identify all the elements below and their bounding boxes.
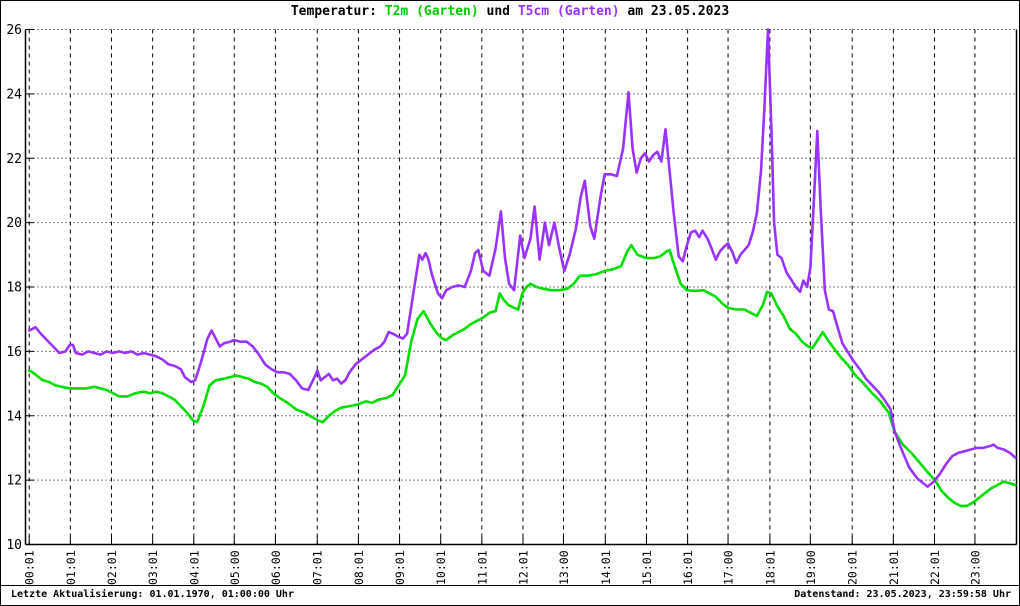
x-axis-label: 10:01 xyxy=(434,550,448,585)
x-axis-label: 21:01 xyxy=(887,550,901,585)
x-axis-label: 23:00 xyxy=(968,550,982,585)
x-axis-label: 08:01 xyxy=(352,550,366,585)
y-axis-label: 24 xyxy=(6,87,22,102)
y-axis-label: 20 xyxy=(6,216,22,231)
chart-title: Temperatur: T2m (Garten) und T5cm (Garte… xyxy=(1,4,1019,19)
x-axis-label: 20:01 xyxy=(846,550,860,585)
y-axis-label: 10 xyxy=(6,538,22,553)
x-axis-label: 06:00 xyxy=(269,550,283,585)
y-axis-label: 26 xyxy=(6,23,22,38)
x-axis-label: 18:01 xyxy=(763,550,777,585)
x-axis-label: 01:01 xyxy=(64,550,78,585)
x-axis-label: 22:01 xyxy=(928,550,942,585)
x-axis-label: 00:01 xyxy=(23,550,37,585)
x-axis-label: 19:00 xyxy=(804,550,818,585)
title-series-t5cm: T5cm (Garten) xyxy=(517,4,620,19)
x-axis-label: 04:01 xyxy=(187,550,201,585)
x-axis-label: 17:00 xyxy=(722,550,736,585)
series-line-t2m xyxy=(27,243,1017,508)
series-line-t5cm xyxy=(27,28,1017,488)
title-suffix: am 23.05.2023 xyxy=(619,4,730,19)
x-axis-label: 09:01 xyxy=(393,550,407,585)
data-timestamp-text: Datenstand: 23.05.2023, 23:59:58 Uhr xyxy=(794,589,1011,600)
x-axis-label: 15:01 xyxy=(640,550,654,585)
x-axis-label: 07:01 xyxy=(311,550,325,585)
status-bar: Letzte Aktualisierung: 01.01.1970, 01:00… xyxy=(1,585,1019,605)
x-axis-label: 14:01 xyxy=(599,550,613,585)
x-axis-label: 02:01 xyxy=(105,550,119,585)
temperature-chart: 10 12 14 16 18 20 22 24 26 00:01 01:01 02:01 03:01 04… xyxy=(6,23,1018,585)
x-axis-label: 16:01 xyxy=(681,550,695,585)
x-axis-label: 05:00 xyxy=(228,550,242,585)
title-series-t2m: T2m (Garten) xyxy=(384,4,479,19)
y-axis-label: 18 xyxy=(6,281,22,296)
x-axis-label: 13:00 xyxy=(557,550,571,585)
title-prefix: Temperatur: xyxy=(290,4,385,19)
last-update-text: Letzte Aktualisierung: 01.01.1970, 01:00… xyxy=(11,589,294,600)
y-axis-label: 16 xyxy=(6,345,22,360)
x-axis-label: 12:01 xyxy=(516,550,530,585)
y-axis-label: 12 xyxy=(6,474,22,489)
y-axis-label: 14 xyxy=(6,409,22,424)
y-axis-label: 22 xyxy=(6,152,22,167)
title-conjunction: und xyxy=(478,4,518,19)
x-axis-label: 11:01 xyxy=(475,550,489,585)
x-axis-label: 03:01 xyxy=(146,550,160,585)
